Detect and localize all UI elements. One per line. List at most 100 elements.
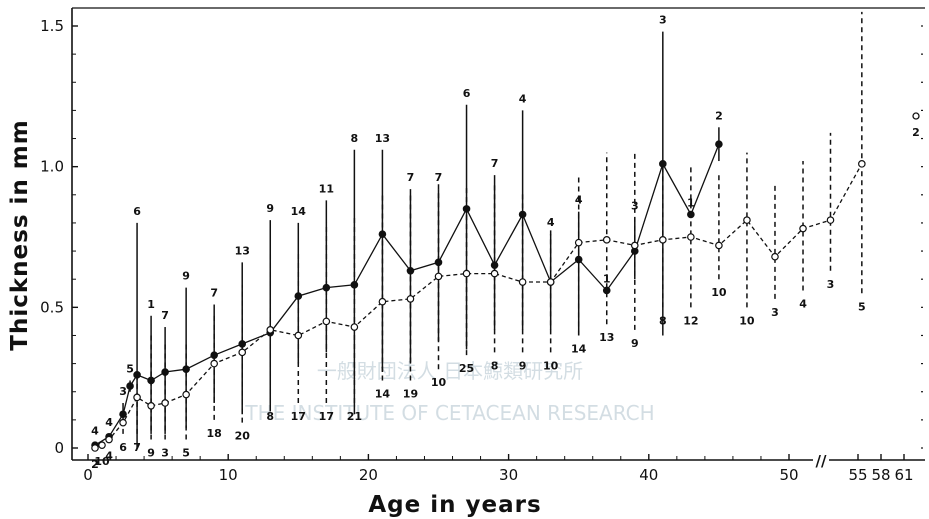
sample-size-label: 10 bbox=[739, 314, 755, 327]
data-point bbox=[161, 399, 169, 407]
sample-size-label: 4 bbox=[575, 194, 583, 207]
sample-size-label: 8 bbox=[659, 314, 667, 327]
sample-size-label: 3 bbox=[631, 199, 639, 212]
sample-size-label: 9 bbox=[519, 359, 527, 372]
data-point bbox=[182, 390, 190, 399]
series-solid bbox=[91, 31, 723, 449]
sample-size-label: 8 bbox=[491, 359, 499, 372]
sample-size-label: 4 bbox=[799, 297, 807, 310]
x-tick-label: 30 bbox=[499, 466, 518, 484]
sample-size-label: 14 bbox=[571, 342, 587, 355]
sample-size-label: 1 bbox=[687, 196, 695, 209]
sample-size-label: 7 bbox=[210, 287, 218, 300]
sample-size-label: 8 bbox=[266, 410, 274, 423]
y-tick-label: 1.5 bbox=[40, 17, 64, 35]
y-axis-title: Thickness in mm bbox=[7, 119, 33, 350]
data-point bbox=[743, 216, 751, 224]
x-tick-label: 50 bbox=[779, 466, 798, 484]
y-tick-label: 1.0 bbox=[40, 158, 64, 176]
data-point bbox=[715, 241, 723, 250]
data-point bbox=[322, 317, 331, 326]
data-point bbox=[771, 252, 779, 261]
x-tick-label: 10 bbox=[219, 466, 238, 484]
sample-size-label: 6 bbox=[133, 205, 141, 218]
sample-size-label: 7 bbox=[435, 171, 443, 184]
sample-size-label: 6 bbox=[463, 87, 471, 100]
sample-size-label: 3 bbox=[659, 14, 667, 27]
sample-size-label: 14 bbox=[291, 205, 307, 218]
sample-size-label: 25 bbox=[459, 362, 474, 375]
data-point bbox=[659, 160, 667, 168]
data-point bbox=[294, 331, 303, 340]
series-dashed bbox=[91, 11, 866, 452]
sample-size-label: 5 bbox=[126, 362, 134, 375]
sample-size-label: 6 bbox=[119, 441, 127, 454]
x-tick-label: 58 bbox=[871, 466, 890, 484]
data-point bbox=[826, 216, 835, 224]
sample-size-label: 1 bbox=[147, 298, 155, 311]
x-axis-break: // bbox=[816, 452, 827, 470]
sample-size-label: 13 bbox=[375, 132, 390, 145]
sample-size-label: 17 bbox=[319, 410, 334, 423]
axes: //00.51.01.50 10 20 30 40 50 55 58 61 bbox=[40, 7, 925, 484]
y-tick-label: 0.5 bbox=[40, 298, 64, 316]
sample-size-label: 12 bbox=[683, 314, 698, 327]
sample-size-label: 9 bbox=[631, 337, 639, 350]
data-point bbox=[147, 401, 155, 410]
sample-size-label: 10 bbox=[543, 359, 559, 372]
data-point bbox=[105, 435, 113, 444]
data-point bbox=[119, 418, 127, 427]
sample-size-label: 4 bbox=[519, 92, 527, 105]
sample-size-label: 3 bbox=[161, 447, 169, 460]
x-tick-label: 40 bbox=[639, 466, 658, 484]
sample-size-label: 9 bbox=[182, 270, 190, 283]
data-point bbox=[630, 241, 639, 250]
extra-point bbox=[912, 112, 920, 120]
sample-size-label: 10 bbox=[711, 286, 727, 299]
watermark-line1: 一般財団法人 日本鯨類研究所 bbox=[317, 359, 583, 383]
watermark-line2: THE INSTITUTE OF CETACEAN RESEARCH bbox=[244, 401, 654, 425]
sample-size-label: 5 bbox=[858, 300, 866, 313]
x-tick-label: 55 bbox=[848, 466, 867, 484]
sample-size-label: 7 bbox=[491, 157, 499, 170]
x-tick-label: 61 bbox=[894, 466, 913, 484]
sample-size-label: 13 bbox=[235, 244, 250, 257]
y-tick-label: 0 bbox=[54, 439, 64, 457]
sample-size-label: 19 bbox=[403, 387, 418, 400]
data-point bbox=[490, 269, 499, 278]
data-point bbox=[91, 444, 99, 452]
data-point bbox=[434, 272, 443, 281]
sample-size-label: 20 bbox=[235, 430, 251, 443]
watermark: 一般財団法人 日本鯨類研究所 THE INSTITUTE OF CETACEAN… bbox=[244, 359, 654, 425]
sample-size-label: 7 bbox=[133, 441, 141, 454]
data-point bbox=[210, 359, 218, 368]
data-point bbox=[406, 295, 415, 303]
data-point bbox=[574, 238, 583, 247]
sample-size-label: 7 bbox=[407, 171, 415, 184]
sample-size-label: 4 bbox=[105, 449, 113, 462]
x-axis-title: Age in years bbox=[368, 492, 541, 518]
sample-size-label: 10 bbox=[431, 376, 447, 389]
data-point bbox=[546, 278, 555, 286]
sample-size-label: 14 bbox=[375, 387, 391, 400]
sample-size-label: 4 bbox=[547, 216, 555, 229]
sample-size-label: 8 bbox=[351, 132, 359, 145]
data-point bbox=[133, 393, 141, 402]
sample-size-label: 5 bbox=[182, 447, 190, 460]
sample-size-label: 1 bbox=[603, 272, 611, 285]
sample-size-label: 17 bbox=[291, 410, 306, 423]
sample-size-label: 2 bbox=[912, 126, 920, 139]
sample-size-label: 7 bbox=[161, 309, 169, 322]
data-point bbox=[687, 233, 695, 241]
data-point bbox=[858, 160, 866, 168]
data-point bbox=[602, 236, 611, 244]
data-point bbox=[799, 224, 807, 233]
data-point bbox=[659, 236, 667, 244]
sample-size-label: 11 bbox=[319, 182, 334, 195]
data-point bbox=[126, 382, 134, 390]
data-point bbox=[378, 297, 387, 306]
data-point bbox=[462, 269, 471, 278]
data-point bbox=[518, 278, 527, 286]
